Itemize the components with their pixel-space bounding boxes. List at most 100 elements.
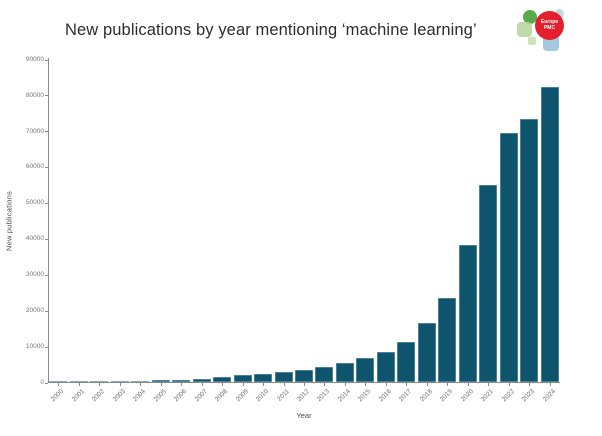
y-tick-label-60000: 60000	[25, 163, 44, 171]
logo-text-line2: PMC	[543, 24, 556, 31]
x-tick-label-2014: 2014	[336, 388, 352, 404]
x-tick-2006	[181, 383, 183, 386]
y-tick-80000	[45, 95, 48, 97]
y-tick-label-40000: 40000	[25, 235, 44, 243]
x-tick-label-2018: 2018	[418, 388, 434, 404]
europepmc-logo-icon: Europe PMC	[535, 11, 564, 40]
y-tick-30000	[45, 274, 48, 276]
bar-2024[interactable]	[540, 87, 559, 382]
x-tick-2002	[99, 383, 101, 386]
x-tick-label-2004: 2004	[131, 388, 148, 404]
x-tick-label-2010: 2010	[254, 388, 270, 404]
x-tick-2019	[447, 383, 449, 386]
bar-2001[interactable]	[69, 381, 88, 382]
y-tick-label-20000: 20000	[25, 307, 44, 315]
chart-title: New publications by year mentioning ‘mac…	[65, 21, 477, 39]
x-tick-2022	[508, 383, 510, 386]
y-axis-title: New publications	[4, 191, 14, 251]
logo-tinygreen-square	[528, 37, 536, 45]
y-tick-label-0: 0	[40, 378, 44, 386]
x-tick-label-2024: 2024	[541, 388, 557, 404]
bar-2021[interactable]	[479, 185, 498, 382]
x-tick-label-2000: 2000	[50, 388, 66, 404]
y-tick-40000	[45, 238, 48, 240]
x-tick-label-2021: 2021	[480, 388, 496, 404]
x-tick-label-2011: 2011	[275, 388, 291, 403]
bar-2015[interactable]	[356, 357, 375, 382]
x-tick-label-2001: 2001	[70, 388, 86, 404]
x-tick-2007	[201, 383, 203, 386]
bar-2010[interactable]	[254, 373, 273, 382]
x-axis-title: Year	[296, 411, 312, 420]
y-tick-90000	[45, 59, 48, 61]
bar-2018[interactable]	[417, 323, 436, 382]
x-tick-label-2019: 2019	[439, 388, 455, 404]
y-axis-line	[48, 58, 49, 383]
x-tick-label-2022: 2022	[500, 388, 516, 404]
bar-2023[interactable]	[520, 118, 539, 382]
bar-2013[interactable]	[315, 366, 334, 382]
bar-2022[interactable]	[499, 132, 518, 382]
bar-2017[interactable]	[397, 341, 416, 382]
plot-area: 0 10000 20000 30000 40000 50000 60000 70000 8000…	[26, 56, 560, 403]
x-tick-label-2016: 2016	[377, 388, 393, 404]
x-tick-2020	[467, 383, 469, 386]
x-tick-label-2008: 2008	[213, 388, 230, 404]
bar-2007[interactable]	[192, 378, 211, 382]
x-tick-2004	[140, 383, 142, 386]
bar-2005[interactable]	[151, 380, 170, 382]
x-axis-line	[48, 382, 560, 383]
bar-2019[interactable]	[438, 298, 457, 382]
bar-2016[interactable]	[376, 351, 395, 382]
bar-2011[interactable]	[274, 371, 293, 382]
y-tick-label-90000: 90000	[25, 55, 44, 63]
bar-2009[interactable]	[233, 375, 252, 382]
y-tick-0	[45, 382, 48, 384]
bar-2000[interactable]	[49, 381, 68, 382]
y-tick-70000	[45, 131, 48, 133]
x-tick-2009	[242, 383, 244, 386]
x-tick-label-2006: 2006	[172, 388, 189, 404]
y-tick-label-10000: 10000	[25, 342, 44, 350]
y-tick-label-50000: 50000	[25, 199, 44, 207]
x-tick-label-2020: 2020	[459, 388, 475, 404]
y-tick-label-80000: 80000	[25, 91, 44, 99]
y-tick-60000	[45, 167, 48, 169]
x-tick-2024	[549, 383, 551, 386]
x-tick-2014	[344, 383, 346, 386]
x-tick-2013	[324, 383, 326, 386]
x-tick-label-2007: 2007	[193, 388, 209, 404]
bar-2004[interactable]	[131, 380, 150, 382]
x-tick-label-2002: 2002	[90, 388, 107, 404]
bar-2020[interactable]	[458, 244, 477, 382]
bar-2006[interactable]	[172, 379, 191, 382]
x-tick-2008	[222, 383, 224, 386]
x-tick-label-2017: 2017	[398, 388, 414, 404]
bar-2014[interactable]	[335, 362, 354, 382]
x-tick-label-2003: 2003	[111, 388, 127, 404]
y-tick-20000	[45, 310, 48, 312]
y-tick-50000	[45, 203, 48, 205]
logo-lightgreen-square	[517, 22, 532, 37]
x-tick-label-2015: 2015	[357, 388, 373, 404]
x-tick-2001	[78, 383, 80, 386]
x-tick-2015	[365, 383, 367, 386]
bar-2008[interactable]	[213, 376, 232, 382]
x-tick-2016	[385, 383, 387, 386]
x-tick-2012	[304, 383, 305, 386]
bar-2003[interactable]	[110, 381, 129, 382]
logo-blue-circle	[555, 9, 564, 18]
bar-2012[interactable]	[295, 369, 313, 382]
x-tick-2005	[160, 383, 162, 386]
y-tick-10000	[45, 346, 48, 348]
x-tick-2018	[426, 383, 428, 386]
x-tick-2011	[283, 383, 285, 386]
y-tick-label-30000: 30000	[25, 271, 44, 279]
bar-2002[interactable]	[90, 381, 109, 382]
logo-green-circle	[523, 10, 537, 24]
x-tick-2010	[263, 383, 265, 386]
x-tick-label-2023: 2023	[521, 388, 537, 404]
x-tick-2017	[406, 383, 408, 386]
x-tick-2021	[488, 383, 490, 386]
